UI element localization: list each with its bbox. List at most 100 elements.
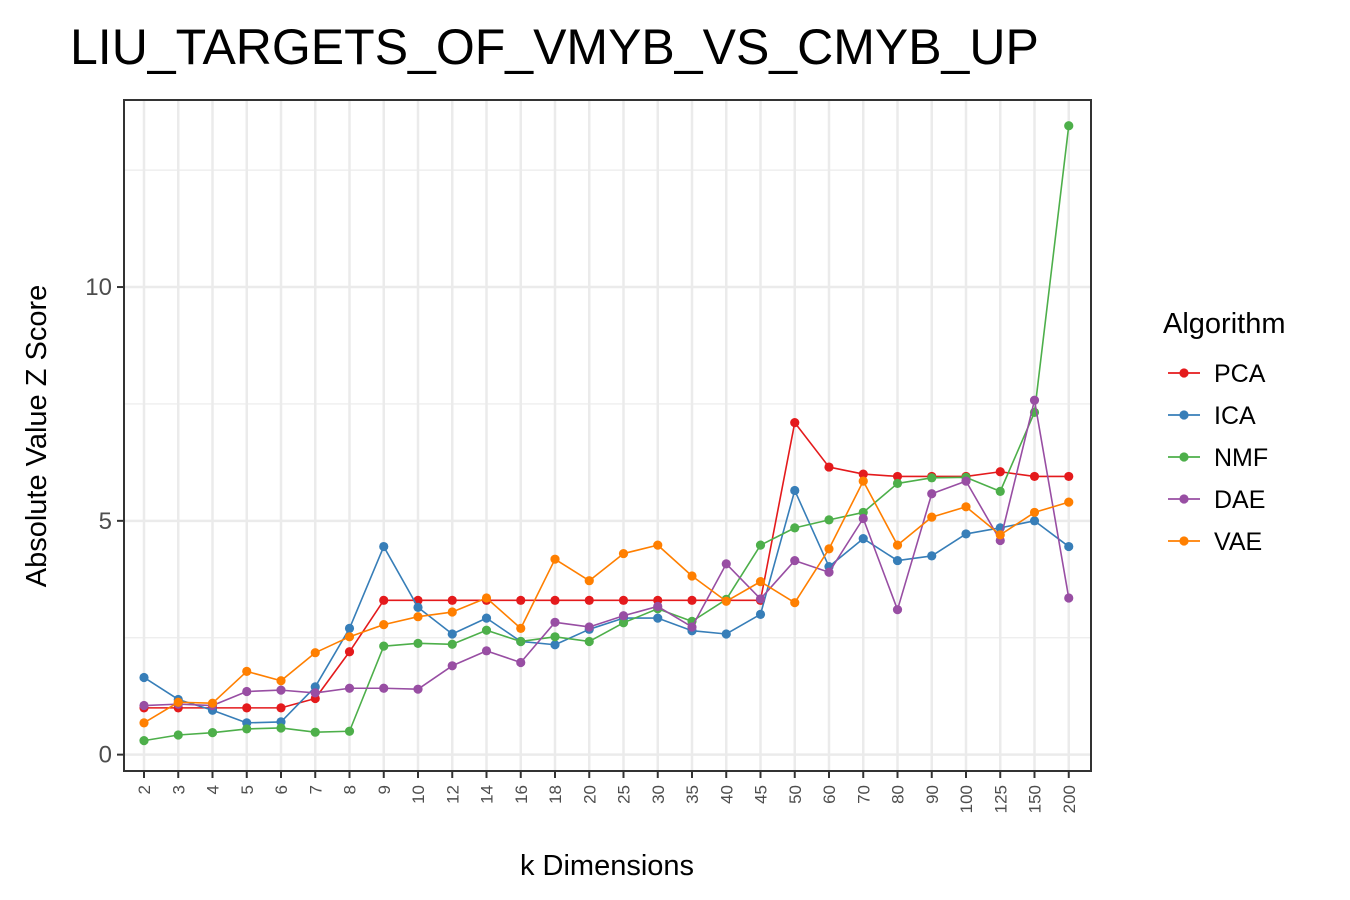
data-point-vae — [961, 502, 971, 512]
data-point-vae — [721, 596, 731, 606]
x-tick-label: 14 — [478, 785, 497, 804]
data-point-vae — [173, 697, 183, 707]
y-tick-label: 0 — [99, 742, 112, 769]
data-point-pca — [1064, 471, 1074, 482]
x-tick-label: 5 — [238, 785, 257, 794]
data-point-vae — [413, 612, 423, 622]
data-point-dae — [310, 688, 320, 698]
data-point-pca — [379, 595, 389, 605]
x-tick-label: 50 — [786, 785, 805, 804]
data-point-ica — [790, 485, 800, 496]
data-point-nmf — [618, 618, 629, 628]
data-point-pca — [550, 595, 560, 605]
x-tick-label: 70 — [854, 785, 873, 804]
legend-label: ICA — [1214, 402, 1256, 430]
series-line-pca — [144, 421, 1069, 709]
legend-label: NMF — [1214, 444, 1268, 472]
data-point-vae — [755, 577, 766, 587]
data-point-dae — [653, 601, 663, 612]
data-point-dae — [276, 685, 286, 695]
y-tick-label: 5 — [99, 508, 112, 535]
grid-major — [124, 100, 1091, 771]
data-point-ica — [721, 629, 731, 639]
x-tick-label: 18 — [546, 785, 565, 804]
data-point-vae — [892, 540, 903, 550]
series-line-ica — [143, 489, 1070, 724]
data-point-nmf — [995, 486, 1005, 496]
legend-item-ica: ICA — [1168, 402, 1256, 430]
data-point-dae — [413, 684, 423, 694]
legend-label: PCA — [1214, 360, 1266, 388]
data-point-dae — [447, 661, 457, 671]
data-point-ica — [481, 613, 492, 623]
data-point-dae — [379, 683, 389, 693]
x-tick-label: 60 — [820, 785, 839, 804]
data-point-dae — [584, 622, 594, 632]
data-point-pca — [858, 469, 868, 479]
data-point-dae — [618, 611, 629, 621]
legend-item-pca: PCA — [1168, 360, 1266, 388]
series-nmf — [139, 121, 1074, 746]
x-tick-label: 12 — [443, 785, 462, 804]
data-point-ica — [447, 629, 457, 639]
data-point-dae — [550, 617, 560, 627]
data-point-nmf — [413, 638, 423, 648]
legend-key-point — [1179, 410, 1189, 420]
data-point-dae — [824, 567, 834, 577]
data-point-dae — [892, 605, 903, 615]
data-point-dae — [516, 657, 526, 668]
plot-panel-border — [123, 99, 1092, 772]
x-tick-label: 40 — [717, 785, 736, 804]
data-point-vae — [995, 530, 1005, 540]
y-axis: 0 5 10 — [85, 274, 124, 769]
data-point-pca — [995, 467, 1005, 477]
data-point-nmf — [892, 478, 903, 489]
x-tick-label: 6 — [272, 785, 291, 794]
x-tick-label: 35 — [683, 785, 702, 804]
legend-items: PCA ICA NMF DAE VAE — [1168, 360, 1268, 556]
data-point-nmf — [516, 636, 526, 647]
data-point-ica — [344, 623, 355, 633]
data-point-ica — [858, 534, 868, 544]
legend-key-point — [1179, 494, 1189, 504]
legend-key-point — [1179, 536, 1189, 546]
data-point-dae — [1029, 395, 1040, 405]
x-tick-label: 7 — [306, 785, 325, 794]
data-point-nmf — [481, 625, 492, 635]
x-tick-label: 90 — [923, 785, 942, 804]
data-point-dae — [1064, 593, 1074, 603]
legend-key-point — [1179, 368, 1189, 378]
data-point-nmf — [276, 723, 286, 733]
chart-title: LIU_TARGETS_OF_VMYB_VS_CMYB_UP — [70, 19, 1039, 75]
data-point-ica — [1064, 541, 1074, 552]
data-point-vae — [447, 607, 457, 617]
data-point-ica — [653, 613, 663, 623]
x-axis-title: k Dimensions — [520, 850, 694, 882]
series-line-dae — [143, 399, 1070, 707]
data-point-vae — [1029, 507, 1040, 518]
series-pca — [139, 418, 1074, 713]
series-layer — [139, 121, 1074, 746]
data-point-nmf — [173, 730, 183, 740]
data-point-nmf — [447, 639, 457, 649]
legend-item-nmf: NMF — [1168, 444, 1268, 472]
x-tick-label: 3 — [169, 785, 188, 794]
data-point-ica — [755, 609, 766, 619]
data-point-dae — [790, 555, 800, 566]
legend-key-point — [1179, 452, 1189, 462]
data-point-pca — [790, 418, 800, 428]
data-point-dae — [481, 646, 492, 656]
legend: Algorithm PCA ICA NMF DAE VAE — [1163, 308, 1286, 556]
data-point-vae — [139, 718, 149, 728]
data-point-ica — [413, 602, 423, 612]
legend-label: VAE — [1214, 528, 1262, 556]
data-point-nmf — [207, 728, 218, 738]
y-tick-label: 10 — [85, 274, 112, 301]
data-point-vae — [687, 571, 697, 581]
data-point-nmf — [139, 736, 149, 746]
data-point-pca — [584, 595, 594, 605]
data-point-vae — [550, 554, 560, 564]
data-point-ica — [892, 555, 903, 566]
data-point-pca — [892, 471, 903, 482]
